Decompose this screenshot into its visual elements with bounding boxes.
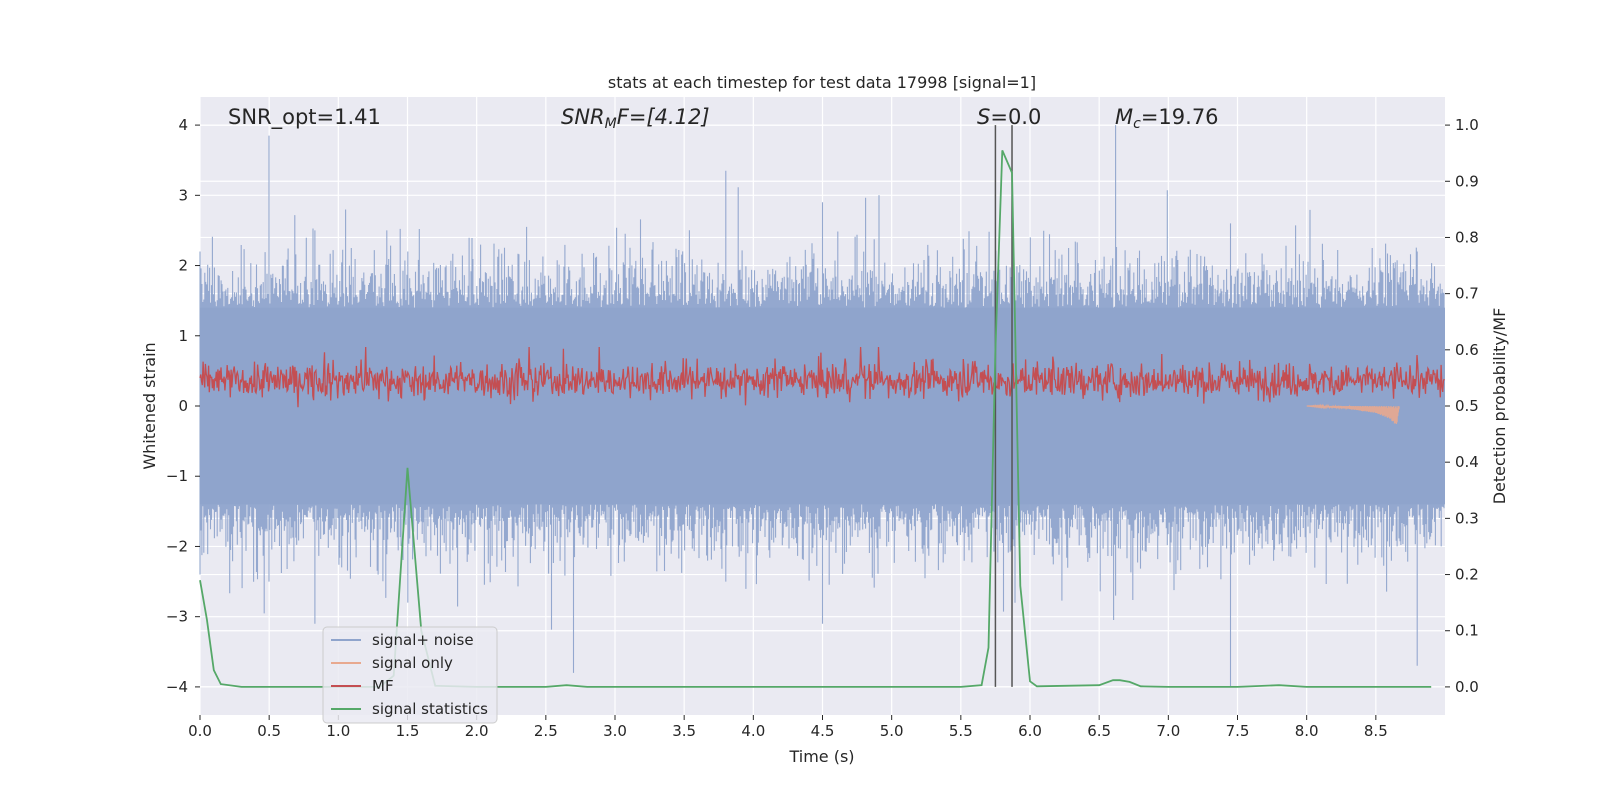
x-tick-label: 6.5 (1087, 722, 1111, 740)
right-y-tick-label: 0.2 (1455, 566, 1479, 584)
x-tick-label: 8.5 (1364, 722, 1388, 740)
left-y-tick-label: −4 (166, 678, 188, 696)
x-tick-label: 4.0 (741, 722, 765, 740)
x-tick-label: 1.0 (326, 722, 350, 740)
right-y-tick-label: 0.9 (1455, 172, 1479, 190)
annotation-snr-opt: SNR_opt=1.41 (228, 105, 381, 130)
right-y-tick-label: 0.5 (1455, 397, 1479, 415)
right-y-tick-label: 0.0 (1455, 678, 1479, 696)
right-y-tick-label: 0.6 (1455, 341, 1479, 359)
left-y-tick-label: 1 (178, 327, 188, 345)
left-y-tick-label: 0 (178, 397, 188, 415)
left-y-tick-label: −3 (166, 608, 188, 626)
right-y-axis-ticks: 0.0 0.1 0.2 0.3 0.4 0.5 0.6 0.7 0.8 0.9 1.0 (1445, 116, 1479, 696)
x-tick-label: 3.0 (603, 722, 627, 740)
right-y-tick-label: 0.8 (1455, 228, 1479, 246)
x-tick-label: 4.5 (811, 722, 835, 740)
legend: signal+ noise signal only MF signal stat… (322, 626, 498, 724)
left-y-tick-label: −2 (166, 537, 188, 555)
x-tick-label: 3.5 (672, 722, 696, 740)
legend-box (322, 626, 498, 724)
x-tick-label: 0.5 (257, 722, 281, 740)
vertical-markers (994, 125, 1013, 687)
x-tick-label: 7.0 (1156, 722, 1180, 740)
signal-only-line (1306, 403, 1400, 425)
left-y-tick-label: 3 (178, 186, 188, 204)
right-y-tick-label: 1.0 (1455, 116, 1479, 134)
left-y-axis-ticks: −4 −3 −2 −1 0 1 2 3 4 (166, 116, 200, 696)
x-tick-label: 8.0 (1295, 722, 1319, 740)
signal-noise-core (200, 307, 1445, 505)
legend-label-signal-noise: signal+ noise (372, 631, 474, 649)
x-tick-label: 5.5 (949, 722, 973, 740)
annotation-s: S=0.0 (977, 105, 1041, 129)
x-axis-ticks: 0.0 0.5 1.0 1.5 2.0 2.5 3.0 3.5 4.0 4.5 5.0 5.5 6.0 6… (188, 715, 1388, 740)
x-tick-label: 2.0 (465, 722, 489, 740)
signal-only-series (1306, 403, 1400, 425)
left-y-tick-label: 2 (178, 257, 188, 275)
right-y-tick-label: 0.4 (1455, 453, 1479, 471)
legend-label-mf: MF (372, 677, 394, 695)
mf-series (199, 346, 1445, 408)
right-y-tick-label: 0.7 (1455, 285, 1479, 303)
right-y-axis-label: Detection probability/MF (1490, 308, 1509, 505)
left-y-tick-label: −1 (166, 467, 188, 485)
legend-label-signal-only: signal only (372, 654, 453, 672)
annotation-mc: Mc=19.76 (1115, 105, 1219, 132)
right-y-tick-label: 0.1 (1455, 622, 1479, 640)
chart-title: stats at each timestep for test data 179… (608, 73, 1036, 92)
legend-label-signal-statistics: signal statistics (372, 700, 488, 718)
x-axis-label: Time (s) (788, 747, 854, 766)
x-tick-label: 2.5 (534, 722, 558, 740)
x-tick-label: 7.5 (1226, 722, 1250, 740)
annotation-snr-mf: SNRMF=[4.12] (561, 105, 710, 132)
x-tick-label: 5.0 (880, 722, 904, 740)
x-tick-label: 1.5 (396, 722, 420, 740)
x-tick-label: 6.0 (1018, 722, 1042, 740)
mf-line (199, 346, 1445, 408)
right-y-tick-label: 0.3 (1455, 509, 1479, 527)
left-y-axis-label: Whitened strain (140, 342, 159, 469)
left-y-tick-label: 4 (178, 116, 188, 134)
x-tick-label: 0.0 (188, 722, 212, 740)
